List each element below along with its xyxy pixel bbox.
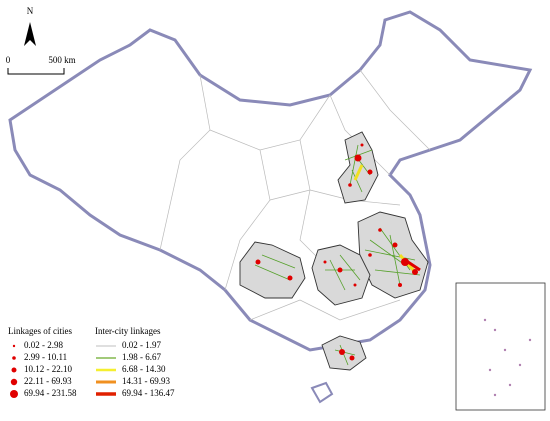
legend-title: Inter-city linkages [95, 326, 161, 336]
inset-frame [455, 282, 546, 411]
legend-label: 69.94 - 136.47 [122, 388, 175, 398]
legend-label: 6.68 - 14.30 [122, 364, 166, 374]
scale-end: 500 km [48, 55, 75, 65]
legend-label: 2.99 - 10.11 [24, 352, 67, 362]
legend-label: 1.98 - 6.67 [122, 352, 161, 362]
legend-label: 14.31 - 69.93 [122, 376, 170, 386]
scale-start: 0 [6, 55, 11, 65]
legend-symbol [11, 367, 17, 373]
legend-symbol [12, 344, 16, 348]
legend-label: 0.02 - 1.97 [122, 340, 161, 350]
islands [483, 318, 532, 397]
legend-symbol [10, 378, 18, 386]
jing-jin-ji [337, 131, 379, 204]
north-label: N [27, 6, 34, 16]
legend-label: 69.94 - 231.58 [24, 388, 77, 398]
legend-symbol [10, 390, 18, 398]
middle-yangtze [311, 244, 371, 306]
scale-bar [7, 68, 65, 75]
chengdu-chongqing [239, 241, 306, 299]
network [254, 143, 501, 366]
country-outline [8, 10, 533, 352]
legend-label: 0.02 - 2.98 [24, 340, 63, 350]
legend-label: 10.12 - 22.10 [24, 364, 72, 374]
legend: 0.02 - 2.98 2.99 - 10.11 10.12 - 22.10 22.1… [10, 340, 175, 398]
legend-title: Linkages of cities [8, 326, 72, 336]
legend-symbol [12, 356, 16, 360]
hainan [310, 381, 334, 404]
legend-label: 22.11 - 69.93 [24, 376, 72, 386]
north-arrow [24, 22, 36, 46]
